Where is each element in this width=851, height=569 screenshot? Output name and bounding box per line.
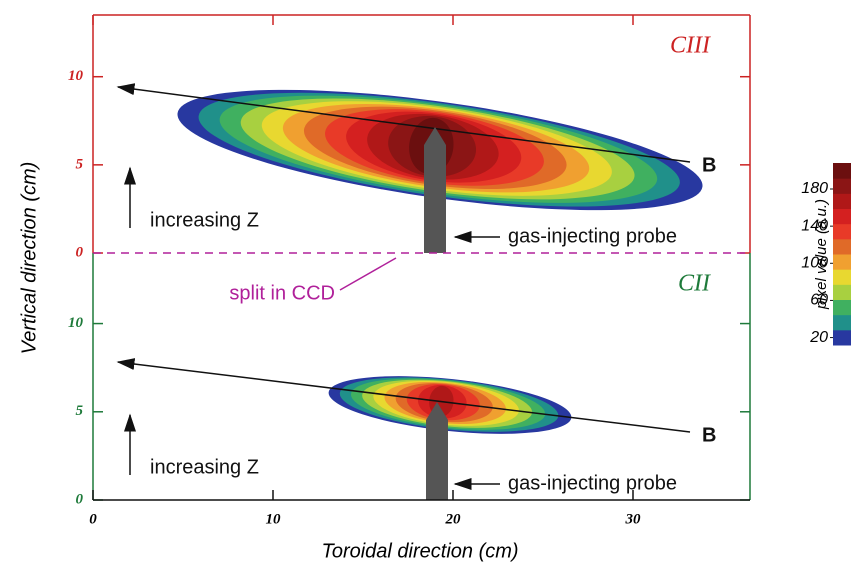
y-tick-label: 0 — [76, 244, 84, 260]
probe-label: gas-injecting probe — [508, 472, 677, 494]
probe — [426, 402, 448, 500]
x-tick-label: 20 — [445, 511, 462, 527]
y-tick-label: 10 — [68, 68, 84, 84]
colorbar-tick-label: 100 — [801, 255, 828, 272]
figure: Toroidal direction (cm) Vertical directi… — [0, 0, 851, 569]
colorbar-band — [833, 224, 851, 240]
y-tick-label: 5 — [76, 156, 84, 172]
z-label: increasing Z — [150, 209, 259, 231]
z-label: increasing Z — [150, 456, 259, 478]
colorbar-tick-label: 140 — [801, 217, 828, 234]
colorbar-band — [833, 284, 851, 300]
colorbar-tick-label: 60 — [810, 292, 828, 309]
colorbar-band — [833, 269, 851, 285]
colorbar-band — [833, 315, 851, 331]
colorbar-band — [833, 163, 851, 179]
colorbar-tick-label: 180 — [801, 180, 828, 197]
colorbar-band — [833, 209, 851, 225]
b-label: B — [702, 154, 716, 176]
split-arrow — [340, 258, 396, 290]
colorbar-band — [833, 239, 851, 255]
y-tick-label: 10 — [68, 315, 84, 331]
x-tick-label: 10 — [266, 511, 282, 527]
split-label: split in CCD — [229, 282, 335, 304]
x-tick-label: 30 — [625, 511, 642, 527]
colorbar-tick-label: 20 — [809, 329, 828, 346]
y-tick-label: 5 — [76, 403, 84, 419]
b-label: B — [702, 424, 716, 446]
colorbar-band — [833, 193, 851, 209]
x-axis-title: Toroidal direction (cm) — [321, 540, 518, 562]
panel-name: CIII — [670, 33, 711, 59]
probe — [424, 127, 446, 253]
colorbar-band — [833, 300, 851, 316]
colorbar-band — [833, 178, 851, 194]
y-tick-label: 0 — [76, 491, 84, 507]
y-axis-title: Vertical direction (cm) — [18, 162, 40, 355]
colorbar-band — [833, 330, 851, 346]
probe-label: gas-injecting probe — [508, 225, 677, 247]
colorbar-band — [833, 254, 851, 270]
x-tick-label: 0 — [89, 511, 97, 527]
panel-name: CII — [678, 271, 711, 297]
